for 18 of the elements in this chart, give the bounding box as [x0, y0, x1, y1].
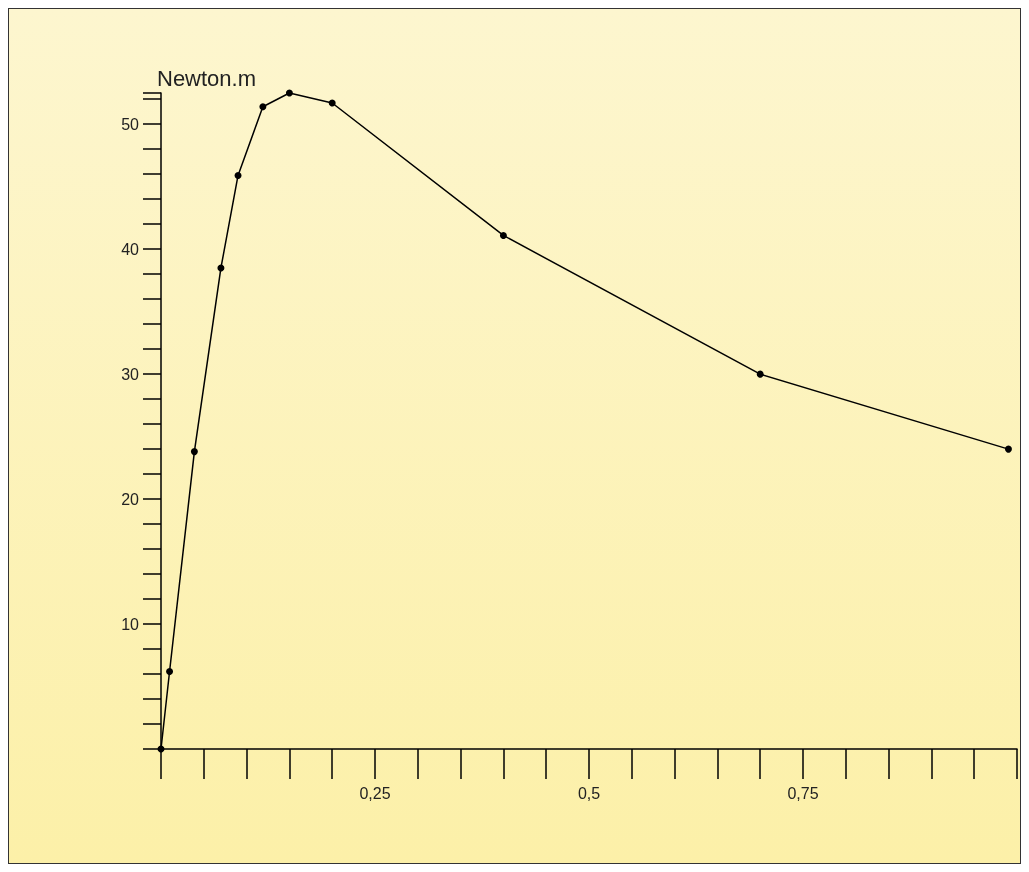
y-tick-label: 10 [121, 615, 140, 633]
point [285, 89, 293, 97]
y-axis-title: Newton.m [157, 65, 257, 91]
point [499, 231, 507, 239]
y-tick-label: 40 [121, 240, 140, 258]
y-tick-label: 30 [121, 365, 140, 383]
point [234, 171, 242, 179]
point [328, 99, 336, 107]
x-tick-label: 0,75 [787, 784, 819, 802]
point [190, 448, 198, 456]
point [1004, 445, 1012, 453]
x-tick-label: 0,5 [577, 784, 601, 802]
point [259, 103, 267, 111]
y-tick-label: 50 [121, 115, 140, 133]
point [166, 668, 174, 676]
x-tick-label: 0,25 [359, 784, 391, 802]
y-tick-label: 20 [121, 490, 140, 508]
point [756, 370, 764, 378]
